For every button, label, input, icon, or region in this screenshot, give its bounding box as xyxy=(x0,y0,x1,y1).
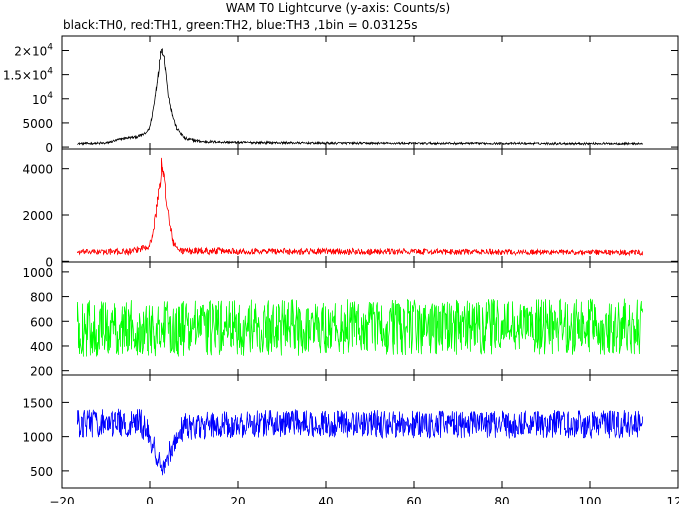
y-tick-label: 104 xyxy=(32,91,53,107)
y-tick-label: 500 xyxy=(30,465,53,479)
panel-frame xyxy=(61,148,679,263)
x-tick-label: 120 xyxy=(667,495,679,504)
y-tick-label: 400 xyxy=(30,340,53,354)
series-th0 xyxy=(77,48,643,146)
x-tick-label: 100 xyxy=(579,495,602,504)
x-tick-label: 20 xyxy=(230,495,245,504)
y-tick-label: 2×104 xyxy=(14,42,53,58)
y-tick-label: 0 xyxy=(45,141,53,155)
chart-title: WAM T0 Lightcurve (y-axis: Counts/s) xyxy=(226,1,450,15)
panels-layer: 0 5000 104 1.5×104 2×104 0 2000 4000 200 400 600 80… xyxy=(3,35,679,489)
y-tick-label: 1000 xyxy=(22,266,53,280)
chart-subtitle: black:TH0, red:TH1, green:TH2, blue:TH3 … xyxy=(63,18,418,32)
y-tick-label: 1500 xyxy=(22,396,53,410)
panel-th2: 200 400 600 800 1000 xyxy=(22,261,679,379)
x-tick-label: 0 xyxy=(146,495,154,504)
y-tick-label: 2000 xyxy=(22,209,53,223)
y-tick-label: 1.5×104 xyxy=(3,67,53,83)
panel-frame xyxy=(61,35,679,150)
x-tick-label: −20 xyxy=(49,495,74,504)
panel-th0: 0 5000 104 1.5×104 2×104 xyxy=(3,35,679,155)
y-tick-label: 4000 xyxy=(22,163,53,177)
y-tick-label: 200 xyxy=(30,365,53,379)
series-th2 xyxy=(77,298,643,357)
x-tick-label: 60 xyxy=(406,495,421,504)
panel-th3: 500 1000 1500 xyxy=(22,374,679,489)
y-tick-label: 1000 xyxy=(22,431,53,445)
y-tick-label: 0 xyxy=(45,255,53,269)
y-tick-label: 5000 xyxy=(22,117,53,131)
x-axis: −20 0 20 40 60 80 100 120 xyxy=(49,481,679,508)
series-th3 xyxy=(77,408,643,476)
y-tick-label: 800 xyxy=(30,291,53,305)
panel-th1: 0 2000 4000 xyxy=(22,148,679,269)
y-tick-label: 600 xyxy=(30,315,53,329)
panel-frame xyxy=(61,374,679,489)
x-tick-label: 40 xyxy=(318,495,333,504)
x-tick-label: 80 xyxy=(494,495,509,504)
series-th1 xyxy=(77,157,643,257)
